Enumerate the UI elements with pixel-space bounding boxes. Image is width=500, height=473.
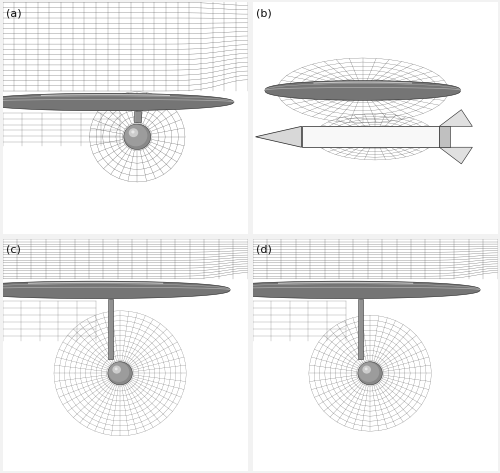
Polygon shape (265, 80, 461, 100)
Polygon shape (0, 93, 234, 111)
Polygon shape (358, 298, 363, 359)
Circle shape (364, 368, 368, 370)
Circle shape (132, 131, 134, 133)
Circle shape (124, 124, 150, 149)
Polygon shape (256, 126, 302, 147)
Polygon shape (440, 147, 472, 164)
Circle shape (129, 128, 138, 137)
Polygon shape (211, 281, 480, 298)
Circle shape (124, 125, 148, 146)
Polygon shape (134, 111, 140, 122)
Circle shape (112, 366, 121, 374)
Text: (b): (b) (256, 8, 272, 18)
Circle shape (108, 362, 130, 382)
Polygon shape (0, 281, 230, 298)
Text: (a): (a) (6, 8, 22, 18)
Circle shape (114, 368, 117, 370)
Text: (c): (c) (6, 245, 21, 254)
Polygon shape (440, 110, 472, 126)
Circle shape (362, 366, 371, 374)
Circle shape (358, 362, 380, 382)
Circle shape (108, 362, 132, 385)
Bar (302, 126, 440, 147)
Circle shape (358, 362, 382, 385)
Bar (440, 126, 450, 147)
Polygon shape (108, 298, 113, 359)
Text: (d): (d) (256, 245, 272, 254)
